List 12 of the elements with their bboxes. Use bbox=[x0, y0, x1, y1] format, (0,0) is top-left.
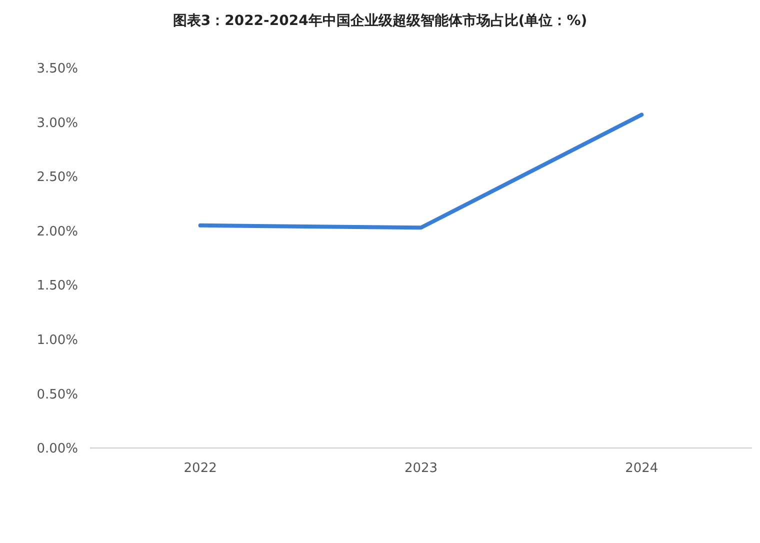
y-tick-label: 3.50% bbox=[36, 62, 78, 77]
y-tick-label: 0.00% bbox=[36, 442, 78, 457]
x-tick-label: 2023 bbox=[404, 461, 438, 476]
x-tick-label: 2022 bbox=[184, 461, 217, 476]
y-tick-label: 0.50% bbox=[36, 387, 78, 402]
y-tick-label: 1.00% bbox=[36, 332, 78, 348]
chart-title: 图表3：2022-2024年中国企业级超级智能体市场占比(单位：%) bbox=[172, 12, 588, 29]
y-tick-label: 3.00% bbox=[36, 116, 78, 131]
y-tick-label: 1.50% bbox=[36, 278, 78, 294]
y-tick-label: 2.50% bbox=[36, 170, 78, 186]
y-tick-label: 2.00% bbox=[36, 224, 78, 240]
x-tick-label: 2024 bbox=[625, 461, 658, 476]
